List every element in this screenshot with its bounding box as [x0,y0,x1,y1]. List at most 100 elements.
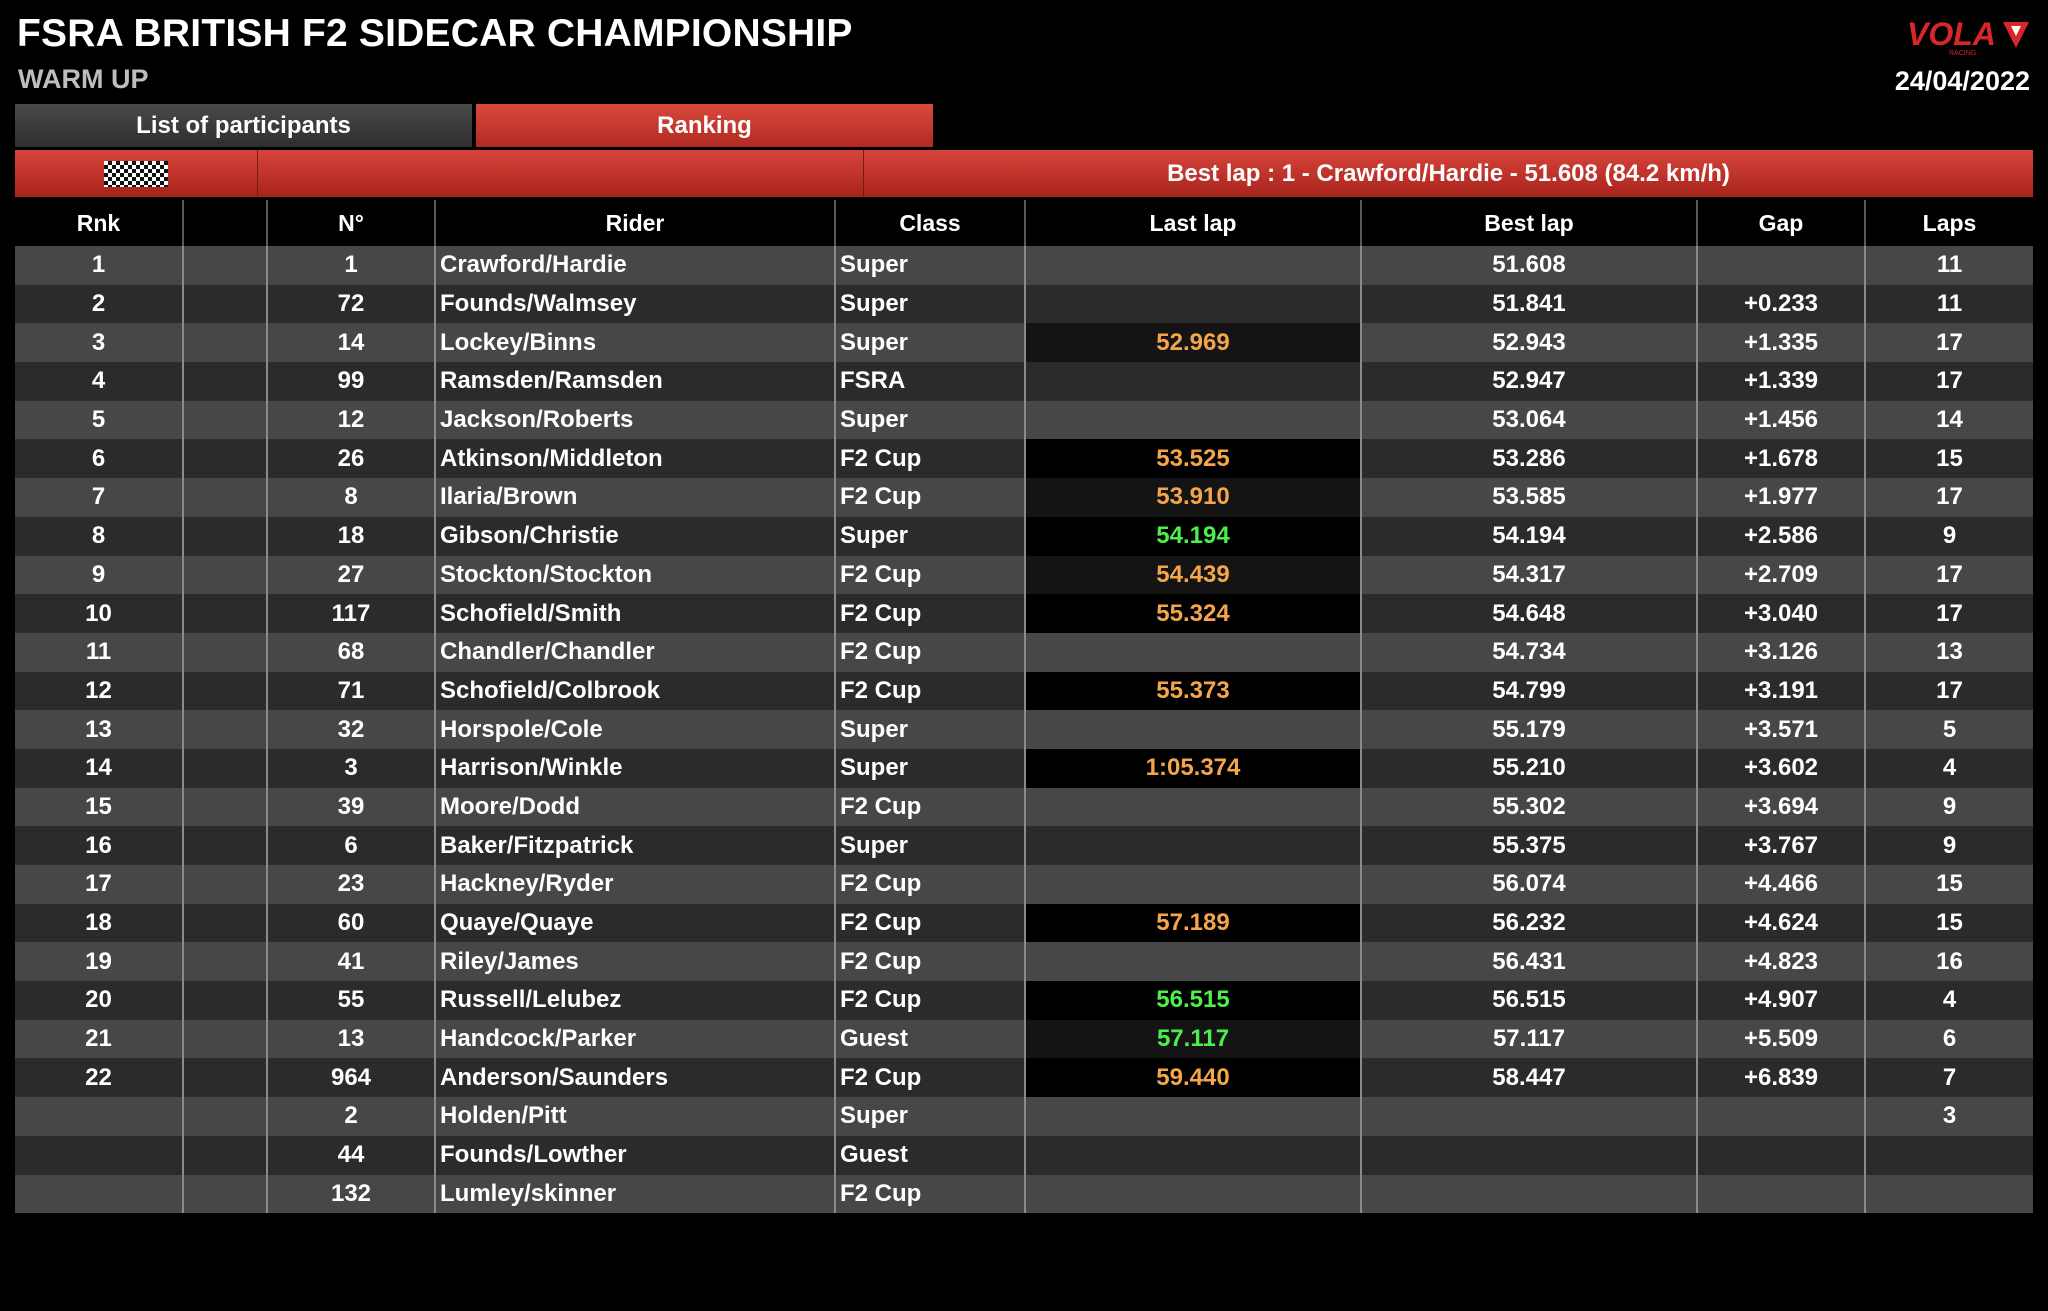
table-row[interactable]: 16 6 Baker/Fitzpatrick Super 55.375 +3.767 9 [15,826,2033,865]
table-row[interactable]: 22 964 Anderson/Saunders F2 Cup 59.440 58.447… [15,1058,2033,1098]
col-header-laps: Laps [1864,200,2033,246]
laps-cell: 5 [1864,710,2033,749]
gap-cell: +2.709 [1696,555,1865,595]
best-lap-cell: 52.947 [1360,362,1697,401]
best-lap-cell: 54.648 [1360,594,1697,633]
table-row[interactable]: 9 27 Stockton/Stockton F2 Cup 54.439 54.317 +2… [15,555,2033,595]
rider-cell: Founds/Walmsey [434,284,835,324]
gap-cell [1696,1097,1865,1136]
last-lap-cell [1024,1135,1361,1175]
rider-cell: Chandler/Chandler [434,632,835,672]
rank-cell: 5 [15,400,183,440]
rider-cell: Handcock/Parker [434,1019,835,1059]
blank-cell [182,1174,267,1214]
tab-list-of-participants[interactable]: List of participants [15,104,472,147]
best-lap-cell: 54.734 [1360,632,1697,672]
table-row[interactable]: 12 71 Schofield/Colbrook F2 Cup 55.373 54.799… [15,671,2033,711]
table-row[interactable]: 10 117 Schofield/Smith F2 Cup 55.324 54.648 +3… [15,594,2033,633]
table-header-row: Rnk N° Rider Class Last lap Best lap Gap… [15,200,2033,246]
number-cell: 2 [266,1097,435,1136]
rider-cell: Hackney/Ryder [434,865,835,904]
rank-cell: 18 [15,903,183,943]
checkered-flag-icon [104,160,168,187]
table-row[interactable]: 5 12 Jackson/Roberts Super 53.064 +1.456 14 [15,400,2033,440]
table-row[interactable]: 8 18 Gibson/Christie Super 54.194 54.194 +2.58… [15,516,2033,556]
best-lap-cell [1360,1097,1697,1136]
gap-cell: +1.335 [1696,323,1865,363]
blank-cell [182,632,267,672]
best-lap-cell: 56.074 [1360,865,1697,904]
rank-cell: 7 [15,478,183,517]
best-lap-bar: Best lap : 1 - Crawford/Hardie - 51.608 … [15,150,2033,197]
rider-cell: Holden/Pitt [434,1097,835,1136]
best-lap-cell: 55.210 [1360,748,1697,788]
class-cell: F2 Cup [834,632,1025,672]
table-row[interactable]: 21 13 Handcock/Parker Guest 57.117 57.117 +5.5… [15,1019,2033,1059]
rank-cell: 20 [15,981,183,1020]
class-cell: Super [834,284,1025,324]
class-cell: F2 Cup [834,787,1025,827]
table-row[interactable]: 1 1 Crawford/Hardie Super 51.608 11 [15,246,2033,285]
table-row[interactable]: 18 60 Quaye/Quaye F2 Cup 57.189 56.232 +4.624 1… [15,903,2033,943]
col-header-best-lap: Best lap [1360,200,1697,246]
last-lap-cell [1024,400,1361,440]
table-row[interactable]: 7 8 Ilaria/Brown F2 Cup 53.910 53.585 +1.977 17 [15,478,2033,517]
blank-cell [182,981,267,1020]
laps-cell: 11 [1864,284,2033,324]
table-row[interactable]: 44 Founds/Lowther Guest [15,1135,2033,1175]
best-lap-cell: 54.317 [1360,555,1697,595]
blank-cell [182,865,267,904]
number-cell: 8 [266,478,435,517]
best-lap-cell: 58.447 [1360,1058,1697,1098]
table-row[interactable]: 2 Holden/Pitt Super 3 [15,1097,2033,1136]
laps-cell [1864,1174,2033,1214]
number-cell: 68 [266,632,435,672]
blank-cell [182,1019,267,1059]
last-lap-cell: 54.439 [1024,555,1361,595]
laps-cell: 9 [1864,516,2033,556]
table-row[interactable]: 3 14 Lockey/Binns Super 52.969 52.943 +1.335 17 [15,323,2033,363]
table-row[interactable]: 4 99 Ramsden/Ramsden FSRA 52.947 +1.339 17 [15,362,2033,401]
laps-cell: 4 [1864,748,2033,788]
table-row[interactable]: 6 26 Atkinson/Middleton F2 Cup 53.525 53.286 +… [15,439,2033,479]
laps-cell: 9 [1864,826,2033,865]
table-row[interactable]: 17 23 Hackney/Ryder F2 Cup 56.074 +4.466 15 [15,865,2033,904]
class-cell: Super [834,710,1025,749]
blank-cell [182,516,267,556]
table-row[interactable]: 2 72 Founds/Walmsey Super 51.841 +0.233 11 [15,284,2033,324]
table-row[interactable]: 19 41 Riley/James F2 Cup 56.431 +4.823 16 [15,942,2033,982]
rank-cell: 19 [15,942,183,982]
table-row[interactable]: 15 39 Moore/Dodd F2 Cup 55.302 +3.694 9 [15,787,2033,827]
laps-cell: 16 [1864,942,2033,982]
rank-cell: 4 [15,362,183,401]
table-row[interactable]: 11 68 Chandler/Chandler F2 Cup 54.734 +3.126 1… [15,632,2033,672]
class-cell: F2 Cup [834,942,1025,982]
rider-cell: Atkinson/Middleton [434,439,835,479]
rank-cell: 21 [15,1019,183,1059]
table-row[interactable]: 14 3 Harrison/Winkle Super 1:05.374 55.210 +3.… [15,748,2033,788]
laps-cell: 4 [1864,981,2033,1020]
blank-cell [182,903,267,943]
last-lap-cell: 56.515 [1024,981,1361,1020]
blank-cell [182,246,267,285]
number-cell: 18 [266,516,435,556]
rider-cell: Stockton/Stockton [434,555,835,595]
gap-cell: +1.678 [1696,439,1865,479]
last-lap-cell [1024,1097,1361,1136]
gap-cell: +6.839 [1696,1058,1865,1098]
gap-cell: +4.466 [1696,865,1865,904]
table-row[interactable]: 13 32 Horspole/Cole Super 55.179 +3.571 5 [15,710,2033,749]
rank-cell: 6 [15,439,183,479]
class-cell: F2 Cup [834,555,1025,595]
rank-cell: 13 [15,710,183,749]
rider-cell: Lumley/skinner [434,1174,835,1214]
table-row[interactable]: 132 Lumley/skinner F2 Cup [15,1174,2033,1214]
tab-ranking[interactable]: Ranking [476,104,933,147]
session-name: WARM UP [18,64,149,94]
gap-cell: +1.977 [1696,478,1865,517]
number-cell: 964 [266,1058,435,1098]
class-cell: Super [834,400,1025,440]
rider-cell: Lockey/Binns [434,323,835,363]
gap-cell: +0.233 [1696,284,1865,324]
table-row[interactable]: 20 55 Russell/Lelubez F2 Cup 56.515 56.515 +4.… [15,981,2033,1020]
